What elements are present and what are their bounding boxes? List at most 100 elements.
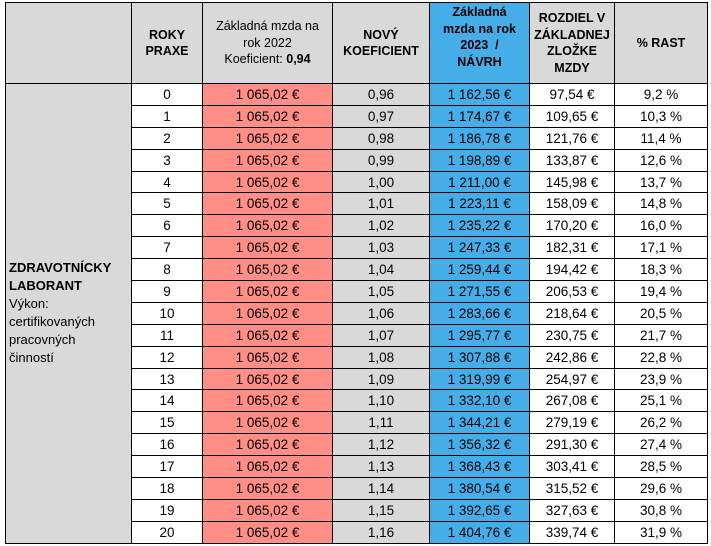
header-new-coefficient: NOVÝ KOEFICIENT: [332, 2, 430, 84]
header-new-salary: Základná mzda na rok 2023 / NÁVRH: [429, 2, 530, 84]
coefficient-cell: 1,04: [332, 258, 430, 282]
difference-cell: 303,41 €: [529, 455, 615, 479]
header-coef-line-1: NOVÝ: [363, 27, 399, 42]
table-row: 20 1 065,02 €1,16 1 404,76 €339,74 €31,9 %: [6, 520, 708, 544]
years-cell: 1: [131, 104, 203, 128]
coefficient-cell: 1,12: [332, 433, 430, 457]
new-salary-cell: 1 344,21 €: [429, 411, 530, 435]
corner-cell: [5, 2, 132, 84]
growth-percent-cell: 21,7 %: [614, 323, 708, 347]
header-base-line-1: Základná mzda na: [216, 19, 319, 34]
years-cell: 4: [131, 170, 203, 194]
years-cell: 9: [131, 280, 203, 303]
new-salary-cell: 1 295,77 €: [429, 323, 530, 347]
base-salary-cell: 1 065,02 €: [202, 477, 333, 500]
category-title-line: LABORANT: [9, 278, 82, 294]
base-salary-cell: 1 065,02 €: [202, 433, 333, 457]
difference-cell: 327,63 €: [529, 498, 615, 522]
new-salary-cell: 1 259,44 €: [429, 258, 530, 282]
header-base-salary: Základná mzda na rok 2022 Koeficient: 0,…: [202, 2, 333, 84]
header-diff-line-3: ZLOŽKE: [547, 44, 597, 58]
growth-percent-cell: 10,3 %: [614, 104, 708, 128]
header-years: ROKY PRAXE: [131, 2, 203, 84]
years-cell: 20: [131, 520, 203, 544]
years-cell: 10: [131, 301, 203, 325]
base-salary-cell: 1 065,02 €: [202, 455, 333, 479]
new-salary-cell: 1 332,10 €: [429, 389, 530, 413]
category-desc-line: činností: [9, 350, 54, 366]
table-row: 14 1 065,02 €1,10 1 332,10 €267,08 €25,1 %: [6, 389, 708, 413]
base-salary-cell: 1 065,02 €: [202, 170, 333, 194]
table-row: 19 1 065,02 €1,15 1 392,65 €327,63 €30,8 %: [6, 498, 708, 522]
years-cell: 11: [131, 323, 203, 347]
header-new-line-1: Základná: [452, 5, 507, 19]
base-salary-cell: 1 065,02 €: [202, 104, 333, 128]
header-base-coefficient: Koeficient: 0,94: [204, 51, 332, 68]
header-diff-line-1: ROZDIEL V: [538, 11, 606, 25]
new-salary-cell: 1 283,66 €: [429, 301, 530, 325]
difference-cell: 121,76 €: [529, 126, 615, 150]
header-years-line-1: ROKY: [148, 27, 186, 42]
coefficient-cell: 0,96: [332, 83, 430, 106]
new-salary-cell: 1 211,00 €: [429, 170, 530, 194]
coefficient-cell: 1,06: [332, 301, 430, 325]
coefficient-cell: 1,09: [332, 367, 430, 391]
years-cell: 8: [131, 258, 203, 282]
years-cell: 3: [131, 148, 203, 172]
coefficient-cell: 1,16: [332, 520, 430, 544]
header-new-line-3: 2023 /: [460, 38, 499, 52]
years-cell: 14: [131, 389, 203, 413]
base-salary-cell: 1 065,02 €: [202, 280, 333, 303]
new-salary-cell: 1 174,67 €: [429, 104, 530, 128]
growth-percent-cell: 22,8 %: [614, 345, 708, 369]
table-row: 11 1 065,02 €1,07 1 295,77 €230,75 €21,7 %: [6, 323, 708, 347]
coefficient-cell: 1,13: [332, 455, 430, 479]
category-desc-line: Výkon:: [9, 296, 49, 312]
coefficient-cell: 0,98: [332, 126, 430, 150]
growth-percent-cell: 14,8 %: [614, 192, 708, 216]
base-salary-cell: 1 065,02 €: [202, 192, 333, 216]
growth-percent-cell: 29,6 %: [614, 477, 708, 500]
years-cell: 6: [131, 214, 203, 238]
base-salary-cell: 1 065,02 €: [202, 498, 333, 522]
base-salary-cell: 1 065,02 €: [202, 148, 333, 172]
table-row: 10 1 065,02 €1,06 1 283,66 €218,64 €20,5 %: [6, 301, 708, 325]
growth-percent-cell: 12,6 %: [614, 148, 708, 172]
new-salary-cell: 1 392,65 €: [429, 498, 530, 522]
salary-table: ROKY PRAXE Základná mzda na rok 2022 Koe…: [5, 2, 708, 544]
new-salary-cell: 1 404,76 €: [429, 520, 530, 544]
base-salary-cell: 1 065,02 €: [202, 520, 333, 544]
base-salary-cell: 1 065,02 €: [202, 411, 333, 435]
header-diff-line-2: ZÁKLADNEJ: [534, 27, 610, 42]
years-cell: 13: [131, 367, 203, 391]
base-salary-cell: 1 065,02 €: [202, 389, 333, 413]
base-salary-cell: 1 065,02 €: [202, 367, 333, 391]
category-desc-line: certifikovaných: [9, 314, 95, 330]
new-salary-cell: 1 356,32 €: [429, 433, 530, 457]
difference-cell: 206,53 €: [529, 280, 615, 303]
difference-cell: 182,31 €: [529, 236, 615, 260]
new-salary-cell: 1 198,89 €: [429, 148, 530, 172]
header-difference: ROZDIEL V ZÁKLADNEJ ZLOŽKE MZDY: [529, 2, 615, 84]
growth-percent-cell: 18,3 %: [614, 258, 708, 282]
difference-cell: 194,42 €: [529, 258, 615, 282]
growth-percent-cell: 13,7 %: [614, 170, 708, 194]
header-base-coef-value: 0,94: [286, 52, 311, 67]
base-salary-cell: 1 065,02 €: [202, 126, 333, 150]
growth-percent-cell: 26,2 %: [614, 411, 708, 435]
base-salary-cell: 1 065,02 €: [202, 236, 333, 260]
table-row: 15 1 065,02 €1,11 1 344,21 €279,19 €26,2 %: [6, 411, 708, 435]
growth-percent-cell: 31,9 %: [614, 520, 708, 544]
coefficient-cell: 0,97: [332, 104, 430, 128]
difference-cell: 230,75 €: [529, 323, 615, 347]
growth-percent-cell: 30,8 %: [614, 498, 708, 522]
difference-cell: 158,09 €: [529, 192, 615, 216]
new-salary-cell: 1 235,22 €: [429, 214, 530, 238]
header-years-line-2: PRAXE: [145, 44, 189, 58]
new-salary-cell: 1 380,54 €: [429, 477, 530, 500]
table-row: 13 1 065,02 €1,09 1 319,99 €254,97 €23,9 %: [6, 367, 708, 391]
header-row: ROKY PRAXE Základná mzda na rok 2022 Koe…: [5, 2, 708, 84]
